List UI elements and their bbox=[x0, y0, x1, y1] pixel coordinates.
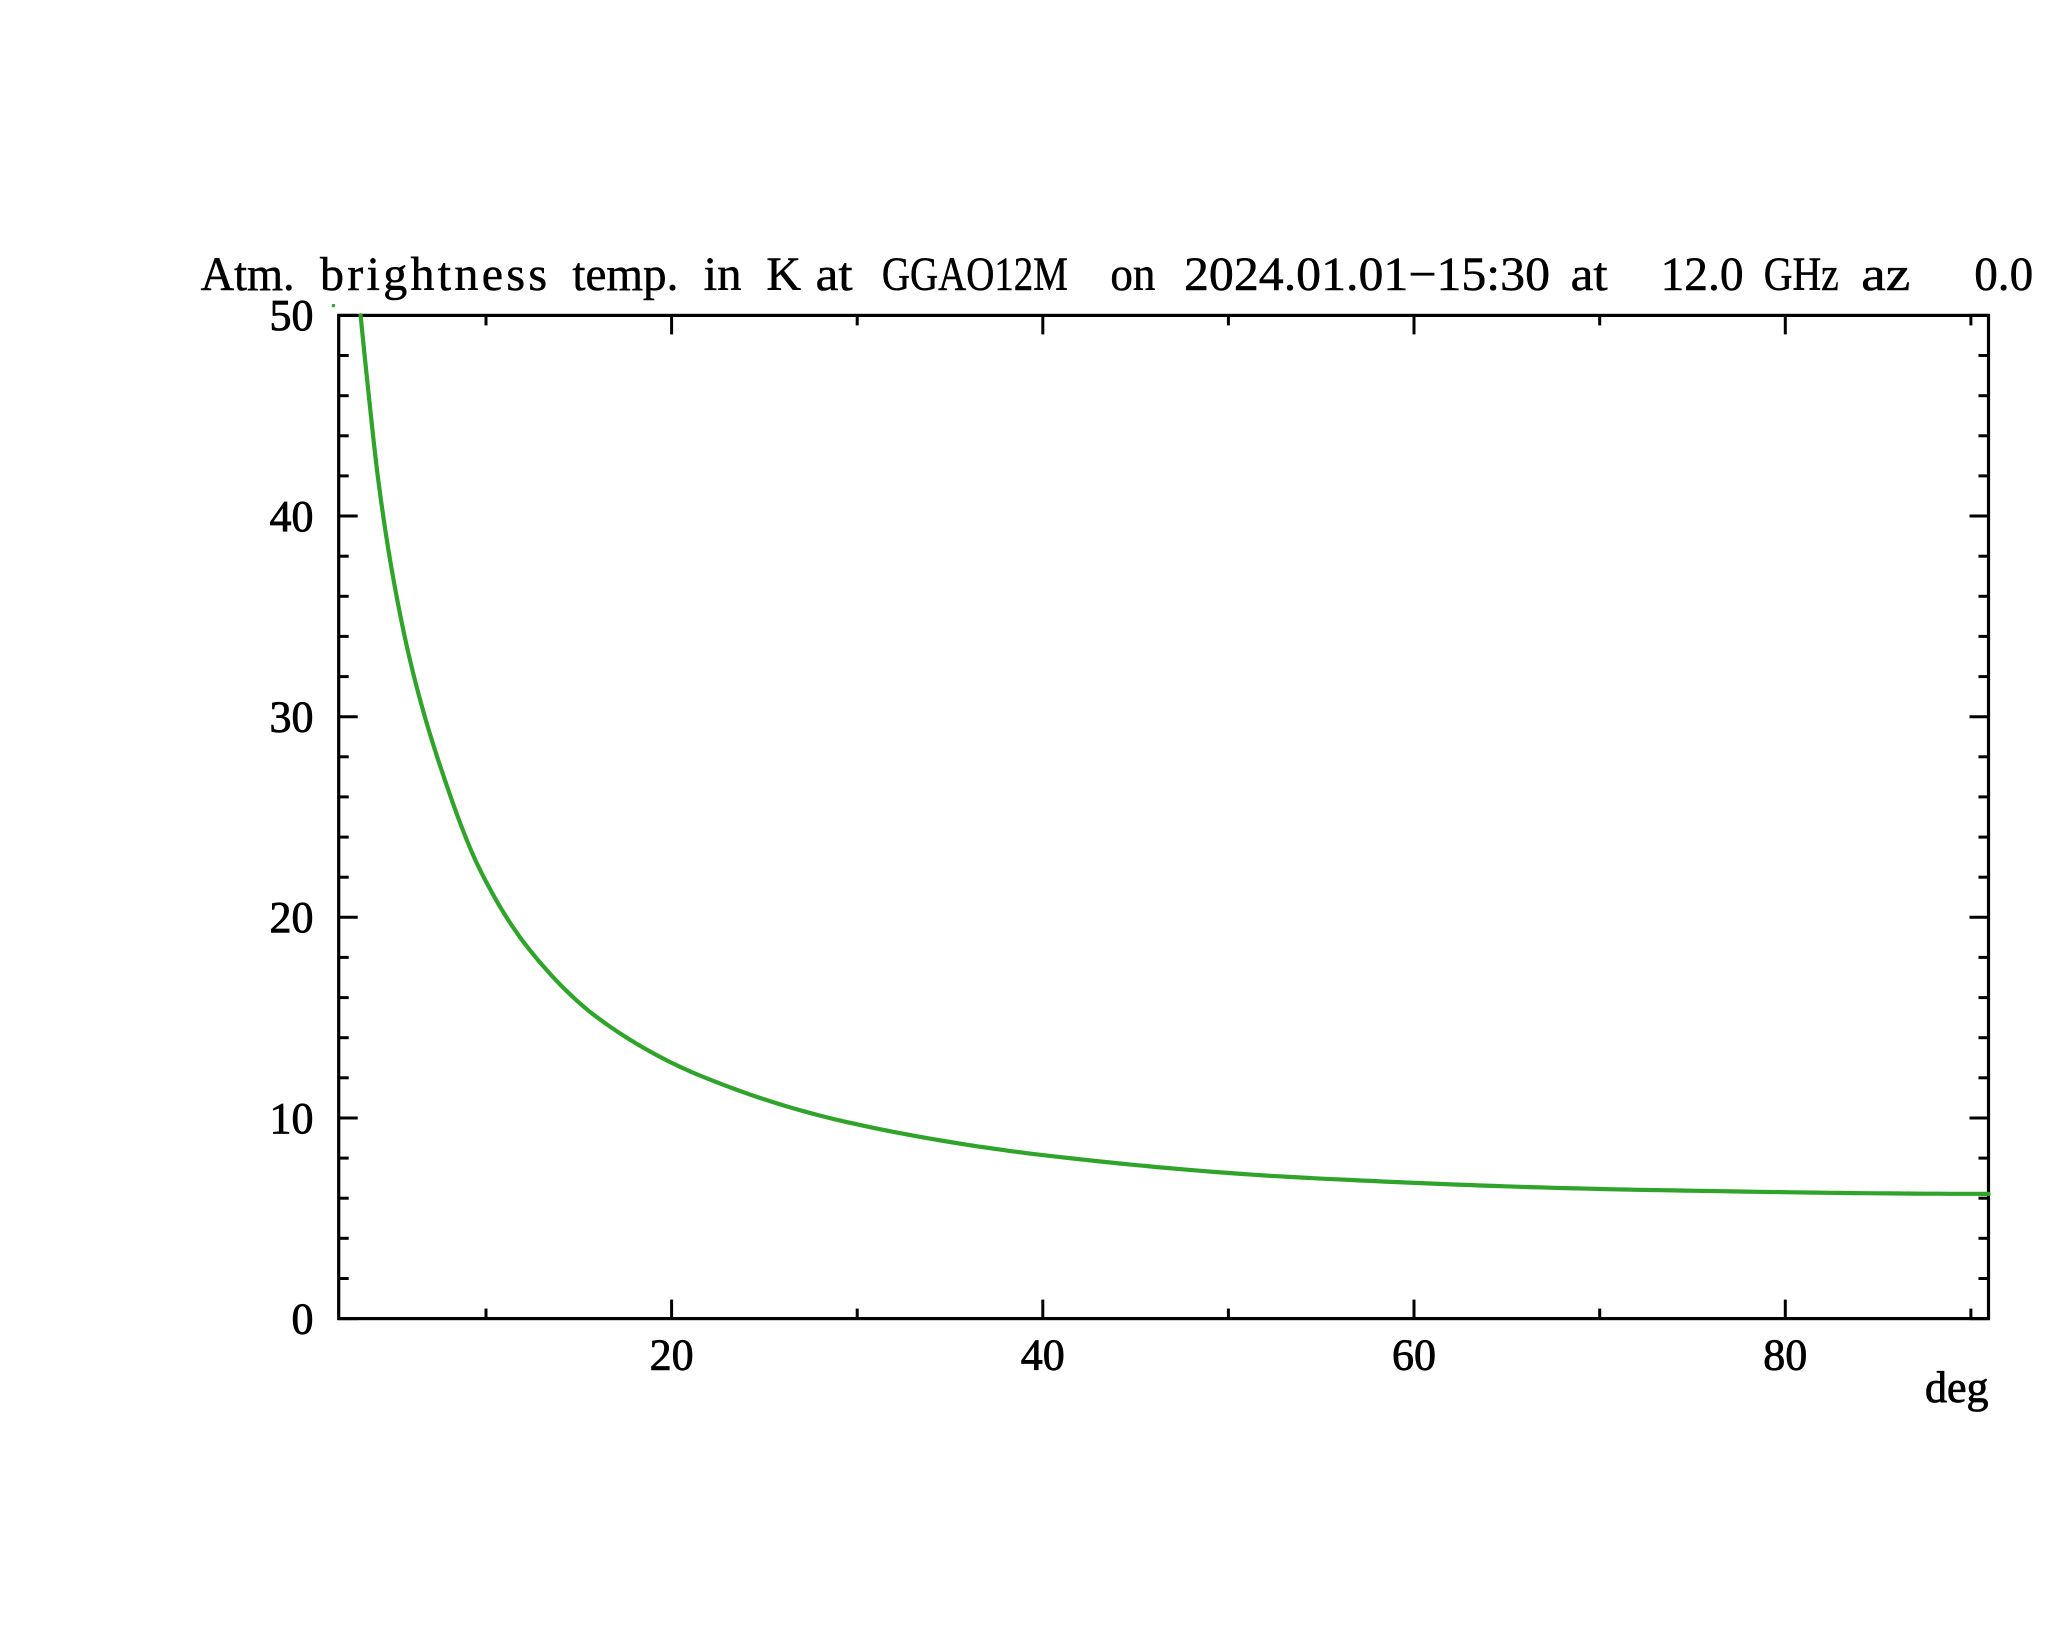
svg-text:deg: deg bbox=[1925, 1363, 1989, 1412]
svg-text:80: 80 bbox=[1763, 1331, 1807, 1380]
svg-text:az: az bbox=[1861, 248, 1910, 301]
svg-text:in: in bbox=[704, 248, 742, 301]
svg-text:brightness: brightness bbox=[320, 248, 547, 301]
svg-text:at: at bbox=[1571, 248, 1609, 301]
svg-text:K: K bbox=[766, 248, 801, 301]
svg-text:at: at bbox=[816, 248, 854, 301]
svg-text:on: on bbox=[1110, 248, 1155, 301]
svg-text:60: 60 bbox=[1392, 1331, 1436, 1380]
svg-text:40: 40 bbox=[270, 492, 314, 541]
svg-text:0.0: 0.0 bbox=[1974, 248, 2033, 301]
svg-text:30: 30 bbox=[270, 693, 314, 742]
svg-text:Atm.: Atm. bbox=[201, 248, 295, 301]
svg-text:40: 40 bbox=[1021, 1331, 1065, 1380]
svg-text:temp.: temp. bbox=[572, 248, 678, 301]
svg-text:20: 20 bbox=[650, 1331, 694, 1380]
svg-text:50: 50 bbox=[270, 291, 314, 340]
svg-text:0: 0 bbox=[292, 1294, 314, 1343]
svg-text:2024.01.01−15:30: 2024.01.01−15:30 bbox=[1184, 248, 1550, 301]
svg-text:20: 20 bbox=[270, 893, 314, 942]
svg-text:12.0: 12.0 bbox=[1661, 248, 1744, 301]
svg-text:GHz: GHz bbox=[1764, 248, 1839, 301]
svg-text:GGAO12M: GGAO12M bbox=[882, 248, 1068, 301]
svg-text:10: 10 bbox=[270, 1094, 314, 1143]
